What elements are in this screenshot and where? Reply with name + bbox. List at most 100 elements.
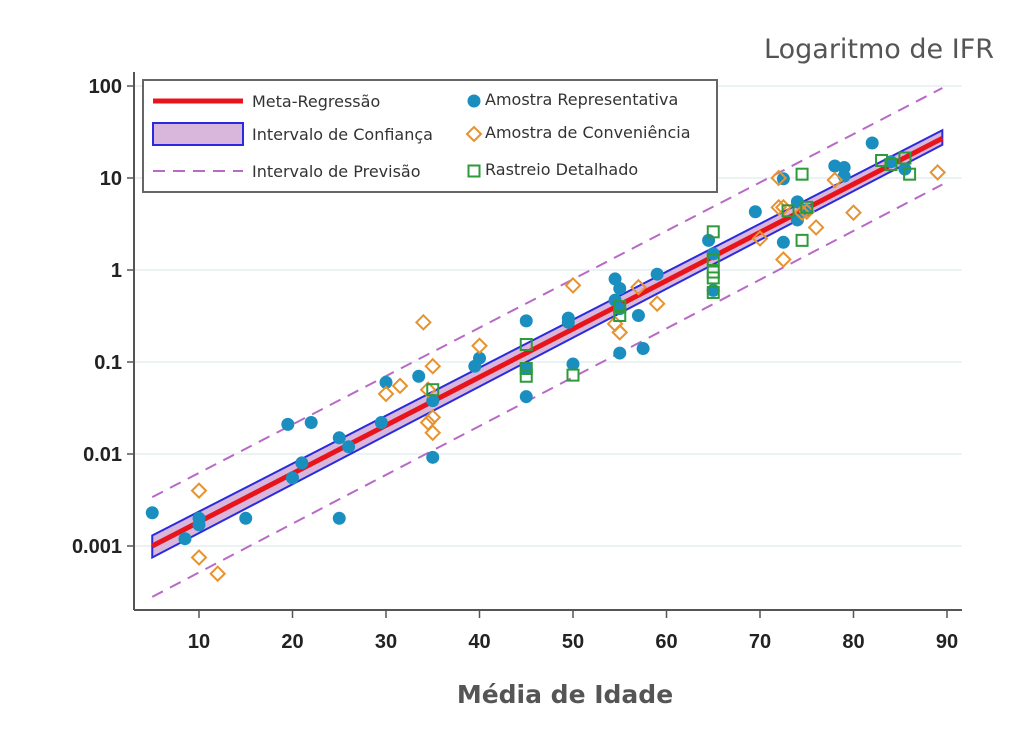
circle-point — [374, 415, 388, 429]
y-tick-label: 100 — [89, 76, 122, 98]
legend-swatch-circle — [467, 94, 481, 108]
legend-label: Meta-Regressão — [252, 92, 380, 111]
square-point — [519, 361, 533, 375]
square-point — [613, 309, 627, 323]
y-tick-label: 0.1 — [94, 352, 122, 374]
legend-item: Amostra Representativa — [467, 90, 678, 109]
square-point — [795, 233, 809, 247]
legend-item: Rastreio Detalhado — [467, 160, 638, 179]
legend-item: Intervalo de Confiança — [152, 122, 433, 146]
x-axis-label: Média de Idade — [456, 680, 674, 709]
x-tick-label: 30 — [375, 631, 397, 653]
legend-label: Intervalo de Previsão — [252, 162, 421, 181]
circle-point — [426, 450, 440, 464]
prediction-interval-line — [151, 183, 943, 598]
legend-swatch-band — [152, 122, 244, 146]
x-tick-label: 10 — [188, 631, 210, 653]
y-tick-label: 10 — [100, 168, 122, 190]
square-point — [426, 383, 440, 397]
square-point — [898, 151, 912, 165]
circle-point — [636, 342, 650, 356]
diamond-point — [424, 424, 442, 442]
circle-point — [613, 346, 627, 360]
circle-point — [631, 309, 645, 323]
square-point — [875, 153, 889, 167]
diamond-point — [826, 171, 844, 189]
circle-point — [566, 357, 580, 371]
legend-item: Amostra de Conveniência — [465, 123, 691, 143]
diamond-point — [414, 313, 432, 331]
circle-point — [192, 511, 206, 525]
x-tick-label: 50 — [562, 631, 584, 653]
axes: 0.001 0.01 0.1 1 10 100 10 20 30 40 50 60 70 80 90 — [72, 72, 962, 653]
x-tick-label: 60 — [655, 631, 677, 653]
diamond-point — [190, 482, 208, 500]
y-tick-label: 1 — [111, 260, 122, 282]
diamond-point — [611, 323, 629, 341]
y-tick-label: 0.001 — [72, 536, 122, 558]
diamond-point — [630, 278, 647, 296]
square-point — [800, 200, 814, 214]
diamond-point — [793, 204, 811, 222]
square-point — [795, 167, 809, 181]
legend-item: Meta-Regressão — [153, 92, 380, 111]
square-point — [781, 204, 795, 218]
square-point — [613, 300, 627, 314]
x-tick-label: 40 — [468, 631, 490, 653]
circle-point — [332, 431, 346, 445]
diamond-point — [190, 549, 208, 566]
circle-point — [561, 315, 575, 329]
diamond-point — [774, 251, 792, 268]
diamond-point — [564, 276, 582, 294]
legend-swatch-square — [467, 164, 481, 178]
circle-point — [613, 281, 627, 295]
circle-point — [865, 136, 879, 150]
diamond-point — [648, 295, 666, 313]
square-point — [519, 369, 533, 383]
legend-label: Rastreio Detalhado — [485, 160, 638, 179]
chart-title: Logaritmo de IFR — [764, 34, 994, 65]
circle-point — [342, 440, 356, 454]
circle-point — [178, 532, 192, 546]
meta-regression-line — [151, 136, 944, 549]
circle-point — [473, 351, 486, 365]
legend-swatch-diamond — [465, 125, 483, 143]
y-tick-label: 0.01 — [83, 444, 122, 466]
diamond-point — [807, 219, 825, 236]
legend-label: Amostra Representativa — [485, 90, 678, 109]
legend-label: Amostra de Conveniência — [485, 123, 691, 142]
x-tick-label: 20 — [281, 631, 303, 653]
square-point — [903, 167, 917, 181]
circle-point — [748, 205, 762, 219]
series-diamond — [190, 164, 947, 583]
circle-point — [379, 375, 393, 389]
diamond-point — [845, 204, 862, 222]
circle-point — [239, 511, 253, 525]
circle-point — [650, 267, 664, 281]
legend-item: Intervalo de Previsão — [153, 162, 421, 181]
square-point — [706, 253, 720, 267]
circle-point — [837, 169, 851, 183]
circle-point — [776, 172, 790, 186]
diamond-point — [209, 565, 227, 583]
diamond-point — [929, 164, 947, 181]
circle-point — [519, 314, 533, 328]
diamond-point — [377, 385, 395, 403]
circle-point — [281, 417, 295, 431]
data-points — [145, 136, 947, 583]
square-point — [706, 285, 720, 299]
diamond-point — [770, 169, 788, 187]
legend: Meta-Regressão Intervalo de Confiança Inte… — [142, 79, 718, 193]
diamond-point — [424, 357, 442, 375]
square-point — [884, 158, 898, 172]
circle-point — [145, 506, 159, 520]
square-point — [566, 368, 580, 382]
square-point — [519, 337, 533, 351]
circle-point — [332, 511, 346, 525]
circle-point — [286, 471, 299, 485]
diamond-point — [391, 377, 409, 395]
diamond-point — [471, 337, 488, 355]
circle-point — [776, 235, 790, 249]
circle-point — [304, 415, 318, 429]
